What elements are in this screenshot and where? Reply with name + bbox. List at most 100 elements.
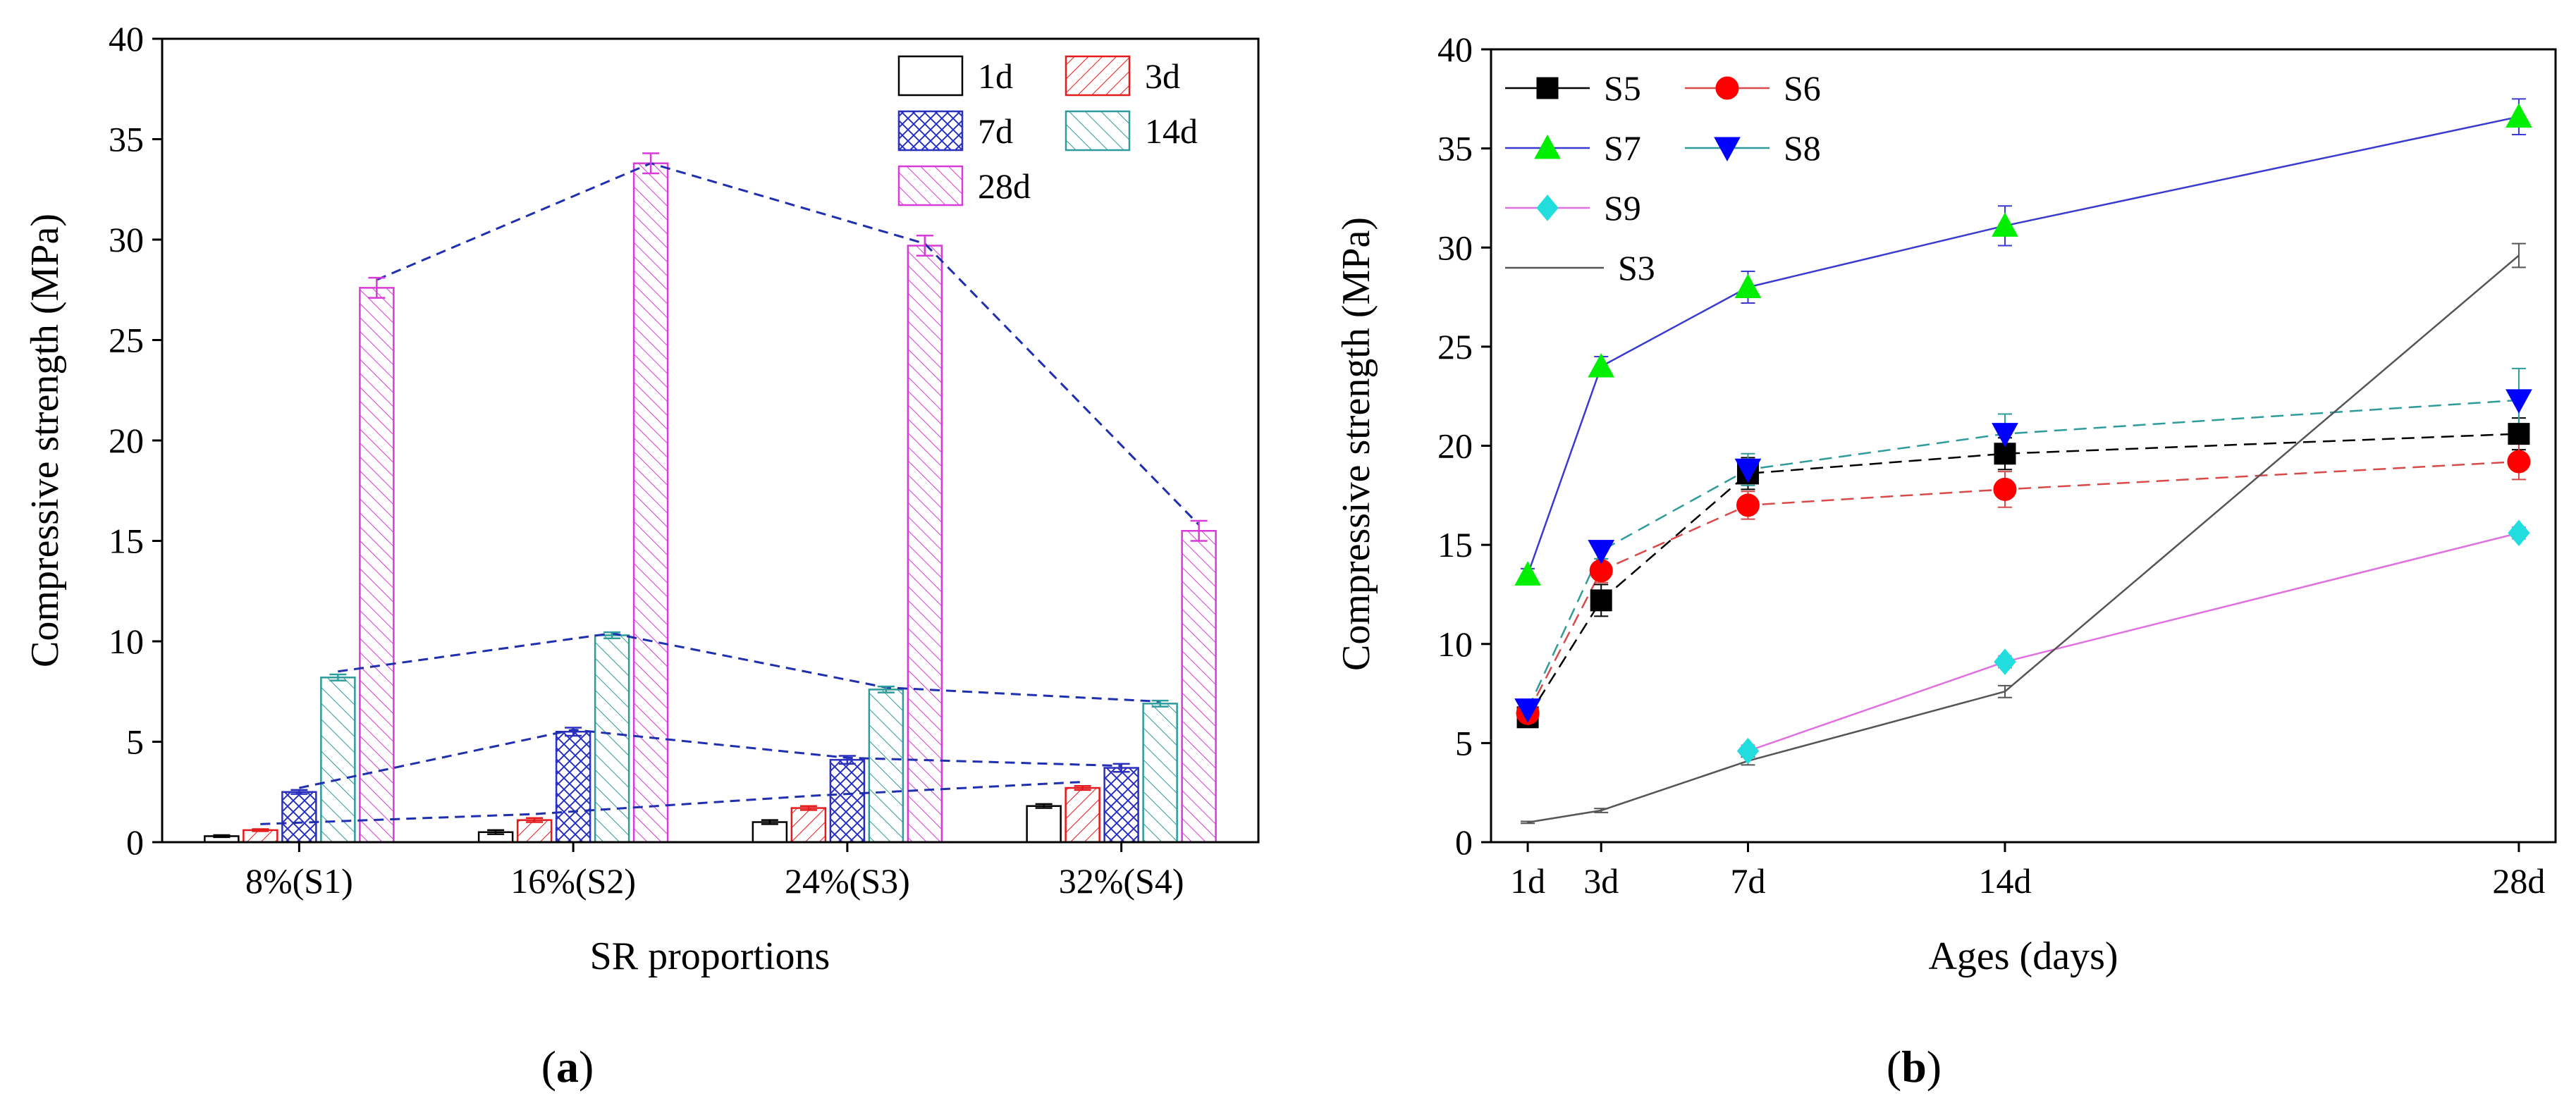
panel-a-error-bar — [487, 829, 505, 835]
panel-b-x-tick-label: 1d — [1510, 861, 1545, 901]
panel-a-error-bar — [838, 755, 856, 765]
panel-b-y-tick-label: 5 — [1455, 723, 1473, 763]
panel-a-error-bar — [1035, 803, 1053, 809]
panel-b-legend-marker — [1715, 76, 1739, 100]
panel-a-legend-label: 7d — [978, 111, 1013, 151]
panel-a-label: (a) — [541, 1042, 594, 1092]
panel-b-marker-S8 — [1992, 423, 2018, 448]
panel-b-marker-S7 — [1734, 273, 1762, 298]
panel-a-bar-1d — [752, 821, 788, 844]
panel-a-error-bar — [329, 673, 347, 681]
panel-b-x-tick-label: 28d — [2492, 861, 2545, 901]
panel-a-bar-28d — [907, 245, 943, 844]
panel-b-legend-label: S3 — [1618, 248, 1655, 288]
panel-a-error-bar — [290, 789, 308, 795]
panel-b-line-chart: 0 5 10 15 20 25 30 35 40 1d 3d 7d 14d 28d Ages (days… — [1335, 30, 2557, 1092]
panel-a-x-axis-title: SR proportions — [590, 934, 830, 978]
panel-a-error-bar — [1112, 763, 1130, 773]
panel-b-marker-S7 — [1992, 212, 2018, 237]
panel-b-y-tick-label: 20 — [1437, 426, 1473, 466]
panel-b-y-tick-label: 40 — [1437, 30, 1473, 69]
panel-a-error-bar — [565, 727, 582, 737]
panel-a-error-bars — [213, 152, 1208, 839]
panel-b-marker-S5 — [2508, 423, 2530, 445]
panel-b-marker-S8 — [1734, 458, 1762, 483]
panel-a-bar-chart: 0 5 10 15 20 25 30 35 40 8%(S1) 16%(S2) 24%(S3) 32%… — [23, 19, 1260, 1092]
panel-a-y-ticks: 0 5 10 15 20 25 30 35 40 — [109, 19, 162, 862]
panel-a-y-tick-label: 35 — [109, 120, 144, 159]
panel-a-legend-label: 28d — [978, 166, 1031, 206]
panel-b-marker-S6 — [2507, 450, 2531, 474]
panel-a-trend-line-14d — [338, 632, 1160, 703]
panel-b-x-tick-label: 7d — [1730, 861, 1765, 901]
panel-b-x-ticks: 1d 3d 7d 14d 28d — [1510, 842, 2545, 901]
panel-a-x-tick-label: 24%(S3) — [785, 861, 910, 901]
panel-b-marker-S9 — [1736, 737, 1760, 765]
panel-a-legend-label: 1d — [978, 56, 1013, 96]
panel-b-marker-S6 — [1736, 493, 1760, 517]
panel-b-x-axis-title: Ages (days) — [1928, 934, 2118, 978]
panel-a-error-bar — [526, 817, 544, 823]
panel-b-marker-S9 — [1994, 648, 2016, 675]
panel-a-error-bar — [368, 276, 386, 299]
panel-b-error-bar — [1997, 684, 2012, 698]
panel-b-legend-label: S9 — [1604, 188, 1641, 228]
panel-b-x-tick-label: 14d — [1978, 861, 2031, 901]
panel-a-bar-28d — [359, 287, 395, 844]
panel-a-bar-7d — [1103, 767, 1139, 844]
panel-a-x-tick-label: 16%(S2) — [510, 861, 636, 901]
panel-a-y-tick-label: 40 — [109, 19, 144, 58]
panel-a-legend-swatch — [1065, 110, 1131, 152]
panel-a-bar-7d — [829, 758, 866, 844]
panel-a-legend-swatch — [897, 165, 964, 206]
panel-b-marker-S6 — [1993, 477, 2017, 501]
panel-a-bar-3d — [1065, 787, 1100, 844]
panel-b-line-S5 — [1527, 433, 2519, 718]
panel-a-error-bar — [761, 819, 778, 825]
panel-a-x-tick-label: 8%(S1) — [245, 861, 353, 901]
panel-a-bar-28d — [1181, 530, 1217, 844]
panel-b-legend-marker — [1536, 77, 1559, 99]
panel-a-bar-14d — [1142, 703, 1178, 844]
panel-a-error-bar — [1151, 699, 1169, 708]
panel-a-bar-14d — [320, 677, 356, 844]
panel-a-error-bar — [603, 631, 621, 639]
panel-b-y-ticks: 0 5 10 15 20 25 30 35 40 — [1437, 30, 1491, 862]
panel-b-legend-marker — [1714, 137, 1741, 162]
panel-b-marker-S7 — [2506, 103, 2532, 128]
panel-a-y-tick-label: 10 — [109, 622, 144, 661]
panel-a-legend-label: 3d — [1145, 56, 1180, 96]
panel-b-legend-marker — [1536, 195, 1559, 221]
panel-b-legend-label: S5 — [1604, 68, 1641, 108]
panel-a-legend-swatch — [897, 110, 964, 152]
panel-b-legend-label: S8 — [1784, 128, 1821, 168]
panel-b-y-tick-label: 25 — [1437, 327, 1473, 366]
panel-b-markers — [1514, 103, 2532, 765]
panel-a-y-tick-label: 30 — [109, 220, 144, 259]
panel-a-error-bar — [1074, 784, 1091, 791]
panel-a-legend-swatch — [1065, 55, 1131, 97]
panel-b-y-tick-label: 0 — [1455, 822, 1473, 862]
panel-b-y-tick-label: 15 — [1437, 525, 1473, 565]
panel-a-error-bar — [213, 834, 231, 839]
panel-a-trend-line-7d — [299, 728, 1122, 789]
panel-b-marker-S7 — [1588, 352, 1615, 378]
panel-a-error-bar — [252, 828, 269, 832]
panel-a-error-bar — [916, 235, 933, 257]
panel-b-legend-label: S7 — [1604, 128, 1641, 168]
panel-b-line-S9 — [1748, 532, 2520, 752]
panel-a-error-bar — [799, 805, 817, 811]
panel-b-marker-S7 — [1514, 561, 1541, 586]
panel-b-marker-S8 — [2506, 389, 2532, 414]
panel-b-line-S8 — [1526, 399, 2520, 710]
panel-b-x-tick-label: 3d — [1583, 861, 1619, 901]
panel-a-bar-7d — [555, 731, 591, 844]
panel-a-legend: 1d 3d 7d 14d 28d — [897, 55, 1198, 206]
panel-a-bars — [204, 162, 1217, 844]
panel-b-y-tick-label: 30 — [1437, 228, 1473, 267]
panel-a-y-axis-title: Compressive strength (MPa) — [23, 214, 67, 667]
panel-b-y-tick-label: 10 — [1437, 624, 1473, 664]
panel-a-y-tick-label: 15 — [109, 522, 144, 561]
panel-b-error-bar — [2511, 242, 2526, 269]
panel-a-y-tick-label: 0 — [126, 822, 144, 862]
